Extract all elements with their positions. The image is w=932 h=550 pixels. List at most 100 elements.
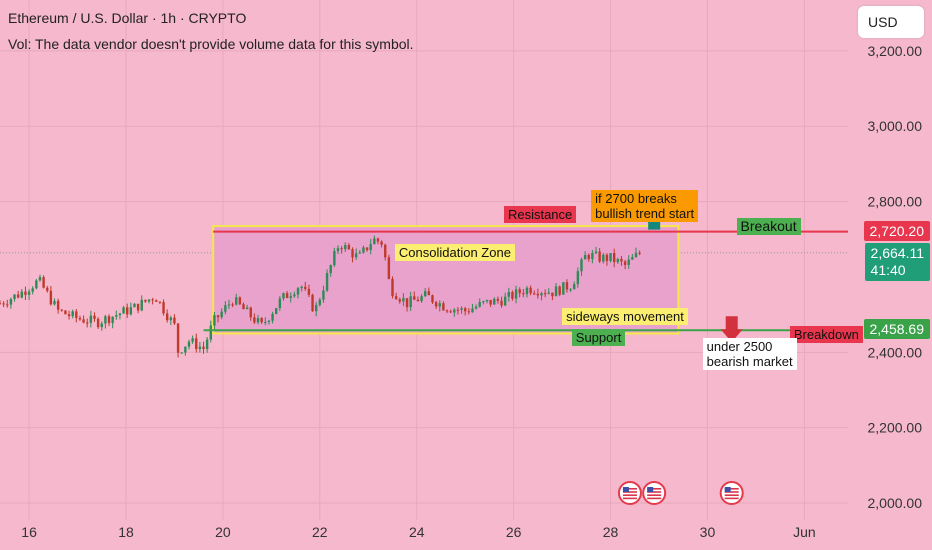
candle-body — [453, 309, 456, 313]
bullish-note-line-1: if 2700 breaks — [595, 191, 677, 207]
candle-body — [202, 346, 205, 350]
candle-body — [485, 299, 489, 302]
candle-body — [384, 244, 387, 258]
candle-body — [78, 317, 82, 320]
flag-canton — [647, 487, 654, 492]
candle-body — [86, 322, 89, 324]
x-tick-label: 22 — [312, 524, 328, 540]
candles — [0, 235, 641, 358]
candle-body — [176, 323, 180, 353]
candle-body — [391, 278, 394, 297]
candle-body — [256, 318, 260, 323]
candle-body — [351, 249, 354, 258]
candle-body — [165, 313, 169, 321]
candle-body — [231, 304, 234, 306]
candle-body — [387, 257, 391, 279]
bearish-note-line-1: under 2500 — [706, 339, 773, 354]
candle-body — [576, 271, 580, 285]
candle-body — [220, 311, 223, 318]
candle-body — [449, 311, 452, 313]
flag-stripe — [622, 488, 637, 490]
volume-note: Vol: The data vendor doesn't provide vol… — [8, 36, 414, 52]
candle-body — [598, 251, 601, 262]
bearish-note: under 2500 bearish market — [702, 338, 797, 370]
candle-body — [187, 341, 191, 347]
candle-body — [31, 288, 34, 292]
flag-canton — [724, 487, 731, 492]
candle-body — [514, 289, 518, 299]
candle-body — [442, 303, 445, 311]
candle-body — [634, 252, 638, 258]
candle-body — [311, 294, 314, 312]
candle-body — [0, 303, 2, 305]
candle-body — [482, 301, 485, 303]
y-axis: 3,200.00 3,000.00 2,800.00 2,400.00 2,200.00… — [868, 43, 923, 511]
candle-body — [115, 315, 118, 317]
candle-body — [583, 254, 587, 260]
candle-body — [100, 323, 103, 328]
x-axis: 16 18 20 22 24 26 28 30 Jun — [21, 524, 815, 540]
chart-title: Ethereum / U.S. Dollar · 1h · CRYPTO — [8, 10, 247, 26]
candle-body — [314, 304, 318, 312]
candle-body — [318, 299, 322, 305]
candle-body — [347, 245, 351, 250]
candle-body — [529, 287, 532, 294]
candle-body — [158, 301, 162, 303]
candle-body — [547, 292, 550, 294]
candle-body — [82, 319, 85, 323]
candle-body — [96, 318, 100, 328]
candle-body — [253, 317, 256, 323]
candle-body — [209, 325, 212, 340]
candle-body — [24, 291, 27, 295]
candle-body — [373, 238, 376, 245]
candle-body — [565, 282, 569, 290]
candle-body — [493, 298, 496, 305]
candle-body — [2, 303, 5, 305]
candle-body — [238, 297, 242, 305]
candle-body — [191, 338, 194, 342]
candle-body — [107, 316, 111, 324]
candle-body — [369, 244, 372, 251]
candle-body — [463, 308, 467, 312]
candle-body — [333, 251, 336, 266]
candle-body — [304, 286, 307, 289]
candle-body — [533, 293, 536, 295]
y-tick-label: 3,000.00 — [868, 118, 923, 134]
candle-body — [620, 258, 623, 262]
candle-body — [445, 310, 449, 312]
candle-body — [496, 298, 500, 301]
event-markers[interactable] — [617, 481, 744, 505]
candle-body — [20, 291, 24, 298]
candle-body — [365, 247, 369, 251]
resistance-label: Resistance — [503, 205, 577, 223]
candle-body — [525, 287, 529, 295]
candle-body — [60, 309, 63, 311]
y-tick-label: 2,800.00 — [868, 194, 923, 210]
candle-body — [205, 339, 209, 350]
candle-body — [623, 261, 627, 265]
candle-body — [325, 273, 329, 291]
candle-body — [467, 311, 471, 313]
candle-body — [75, 311, 78, 318]
candle-body — [53, 300, 56, 305]
candle-body — [111, 316, 114, 324]
flag-stripe — [647, 488, 662, 490]
candle-body — [242, 304, 245, 310]
currency-button[interactable]: USD — [858, 6, 924, 38]
candle-body — [580, 259, 583, 272]
candle-body — [358, 252, 361, 254]
candle-body — [336, 248, 340, 252]
candle-body — [354, 253, 358, 258]
countdown-timer: 41:40 — [870, 261, 906, 278]
candle-body — [118, 313, 122, 316]
breakout-label: Breakout — [736, 218, 801, 236]
flag-stripe — [622, 494, 637, 496]
candle-body — [616, 258, 620, 263]
breakdown-label: Breakdown — [789, 326, 863, 344]
candle-body — [184, 346, 187, 353]
candle-body — [573, 284, 576, 290]
candle-body — [169, 317, 173, 321]
candle-body — [507, 292, 510, 297]
candle-body — [296, 288, 300, 295]
